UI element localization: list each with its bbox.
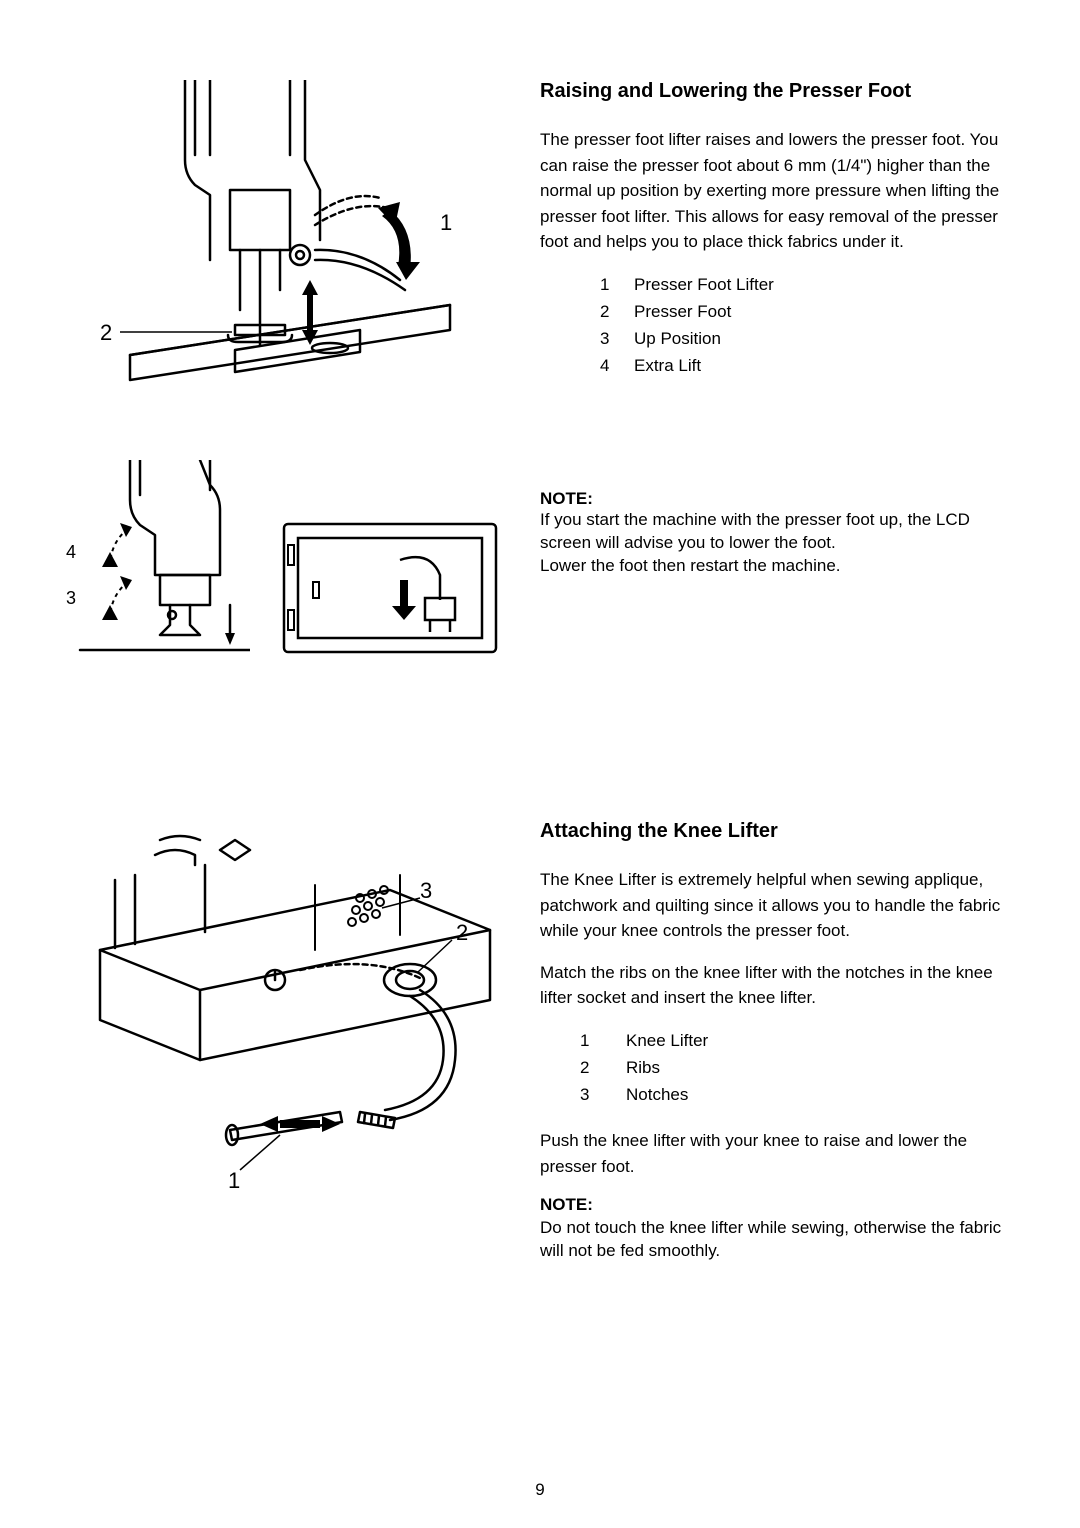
legend-label: Extra Lift [634,352,701,379]
callout-1b: 1 [228,1168,240,1194]
note-body: Do not touch the knee lifter while sewin… [540,1217,1020,1263]
text-column-1: Raising and Lowering the Presser Foot Th… [540,80,1020,660]
legend-label: Presser Foot [634,298,731,325]
legend-num: 2 [600,298,616,325]
section-knee-lifter: 3 2 1 Attaching the Knee Lifter The Knee… [60,820,1020,1279]
callout-3b: 3 [420,878,432,904]
callout-1: 1 [440,210,452,236]
illustration-column-2: 3 2 1 [60,820,500,1279]
callout-2: 2 [100,320,112,346]
lcd-svg [280,520,500,660]
lcd-illustration: 3 4 [60,460,500,660]
legend-label: Presser Foot Lifter [634,271,774,298]
legend-num: 4 [600,352,616,379]
section1-title: Raising and Lowering the Presser Foot [540,80,1020,103]
knee-lifter-illustration: 3 2 1 [60,820,500,1200]
callout-3: 3 [66,588,76,609]
note-label: NOTE: [540,1195,1020,1215]
section2-body3: Push the knee lifter with your knee to r… [540,1128,1020,1179]
side-foot-svg [60,460,250,660]
legend-label: Knee Lifter [626,1027,708,1054]
note-label: NOTE: [540,489,1020,509]
legend-num: 2 [580,1054,596,1081]
section2-body1: The Knee Lifter is extremely helpful whe… [540,867,1020,944]
legend-num: 1 [580,1027,596,1054]
presser-foot-illustration: 1 2 [60,80,500,400]
section2-title: Attaching the Knee Lifter [540,820,1020,843]
section1-note: NOTE: If you start the machine with the … [540,489,1020,578]
legend-label: Ribs [626,1054,660,1081]
section1-legend: 1 Presser Foot Lifter 2 Presser Foot 3 Up P… [540,271,1020,380]
callout-4: 4 [66,542,76,563]
note-body-line1: If you start the machine with the presse… [540,509,1020,555]
presser-foot-svg [60,80,500,400]
section2-legend: 1 Knee Lifter 2 Ribs 3 Notches [540,1027,1020,1109]
section-presser-foot: 1 2 [60,80,1020,660]
section2-note: NOTE: Do not touch the knee lifter while… [540,1195,1020,1263]
callout-2b: 2 [456,920,468,946]
text-column-2: Attaching the Knee Lifter The Knee Lifte… [540,820,1020,1279]
note-body-line2: Lower the foot then restart the machine. [540,555,1020,578]
legend-num: 1 [600,271,616,298]
legend-num: 3 [600,325,616,352]
illustration-column-1: 1 2 [60,80,500,660]
section1-body: The presser foot lifter raises and lower… [540,127,1020,255]
knee-lifter-svg [60,820,500,1200]
section2-body2: Match the ribs on the knee lifter with t… [540,960,1020,1011]
legend-label: Notches [626,1081,688,1108]
legend-label: Up Position [634,325,721,352]
page-number: 9 [0,1480,1080,1500]
legend-num: 3 [580,1081,596,1108]
